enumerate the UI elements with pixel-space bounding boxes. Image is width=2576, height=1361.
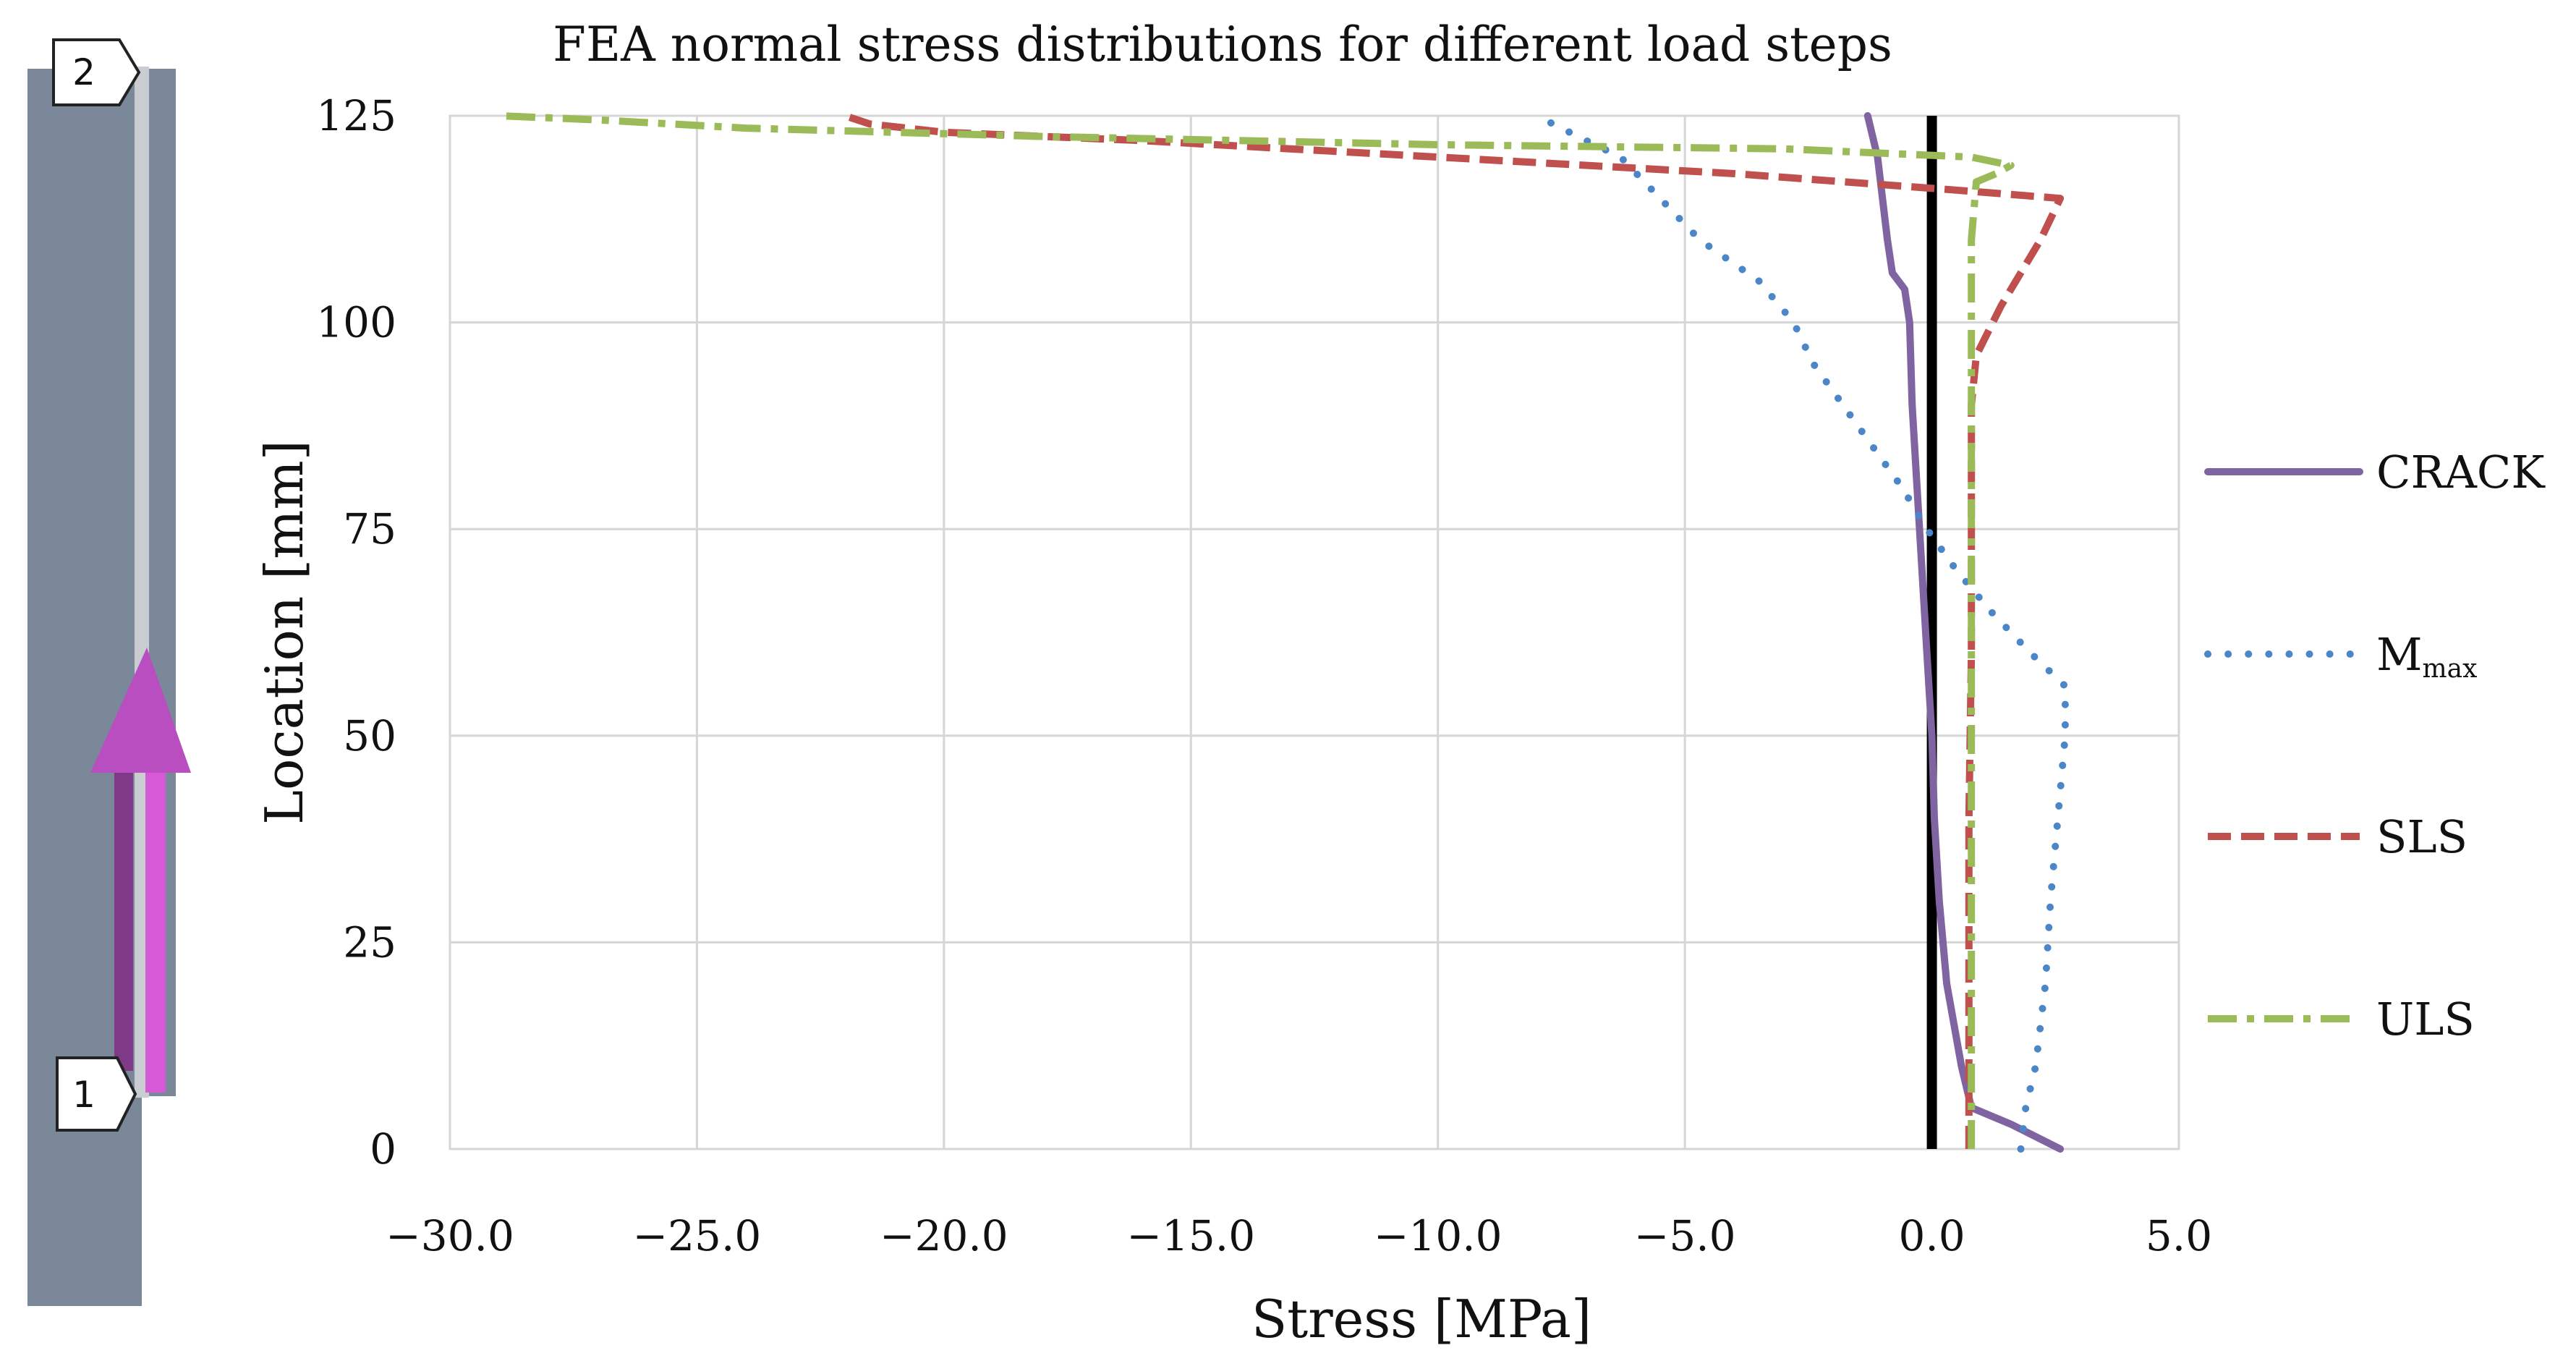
- chart-legend: CRACK Mmax SLS ULS: [2204, 446, 2546, 1046]
- legend-label-sls: SLS: [2376, 810, 2467, 863]
- y-tick-label: 125: [316, 91, 396, 140]
- x-tick-label: 0.0: [1898, 1211, 1965, 1260]
- node-marker-bottom: 1: [56, 1056, 137, 1132]
- y-axis-label: Location [mm]: [254, 440, 315, 825]
- node-label-bottom: 1: [72, 1074, 95, 1116]
- x-tick-label: −10.0: [1374, 1211, 1502, 1260]
- y-tick-label: 75: [343, 504, 396, 554]
- series-line-uls: [499, 112, 2015, 1149]
- x-tick-label: −30.0: [386, 1211, 514, 1260]
- chart-title: FEA normal stress distributions for diff…: [553, 17, 1892, 72]
- series-line-crack: [1863, 112, 2065, 1153]
- x-tick-label: −15.0: [1126, 1211, 1255, 1260]
- node-marker-top: 2: [52, 38, 141, 106]
- x-tick-label: 5.0: [2146, 1211, 2212, 1260]
- y-tick-labels: 0 25 50 75 100 125: [316, 91, 396, 1174]
- y-tick-label: 0: [370, 1124, 396, 1174]
- series-line-sls: [843, 112, 2065, 1149]
- y-tick-label: 25: [343, 917, 396, 967]
- legend-label-uls: ULS: [2376, 993, 2475, 1046]
- legend-label-mmax: Mmax: [2376, 628, 2477, 684]
- legend-label-crack: CRACK: [2376, 446, 2546, 499]
- plot-area-border: [449, 114, 2180, 1150]
- x-tick-labels: −30.0 −25.0 −20.0 −15.0 −10.0 −5.0 0.0 5.0: [386, 1211, 2212, 1260]
- series-line-mmax: [1533, 112, 2069, 1153]
- beam-schematic: 2 1: [27, 38, 191, 1306]
- x-tick-label: −5.0: [1634, 1211, 1736, 1260]
- x-tick-label: −20.0: [880, 1211, 1008, 1260]
- x-tick-label: −25.0: [633, 1211, 762, 1260]
- y-tick-label: 50: [343, 711, 396, 760]
- y-tick-label: 100: [316, 298, 396, 347]
- series-layer: [499, 112, 2069, 1153]
- stress-arrow-head: [90, 648, 191, 773]
- chart-grid: [449, 114, 2180, 1150]
- stress-arrow-shaft-dark: [114, 731, 133, 1071]
- node-label-top: 2: [72, 51, 95, 93]
- x-axis-label: Stress [MPa]: [1251, 1289, 1591, 1349]
- stress-arrow-shaft-light: [145, 724, 166, 1093]
